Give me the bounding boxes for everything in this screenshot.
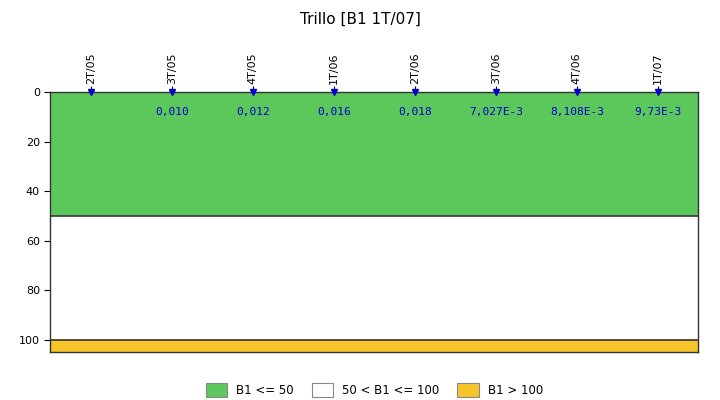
Bar [50, 340, 698, 352]
Text: 0,010: 0,010 [155, 107, 189, 117]
Text: 0,016: 0,016 [317, 107, 351, 117]
Legend: B1 <= 50, 50 < B1 <= 100, B1 > 100: B1 <= 50, 50 < B1 <= 100, B1 > 100 [201, 379, 548, 400]
Text: 7,027E-3: 7,027E-3 [469, 107, 523, 117]
Text: Trillo [B1 1T/07]: Trillo [B1 1T/07] [300, 12, 420, 27]
Bar [50, 92, 698, 216]
Text: 0,012: 0,012 [236, 107, 270, 117]
Text: 9,73E-3: 9,73E-3 [634, 107, 682, 117]
Text: 0,018: 0,018 [398, 107, 432, 117]
Text: 8,108E-3: 8,108E-3 [550, 107, 604, 117]
Bar [50, 216, 698, 340]
